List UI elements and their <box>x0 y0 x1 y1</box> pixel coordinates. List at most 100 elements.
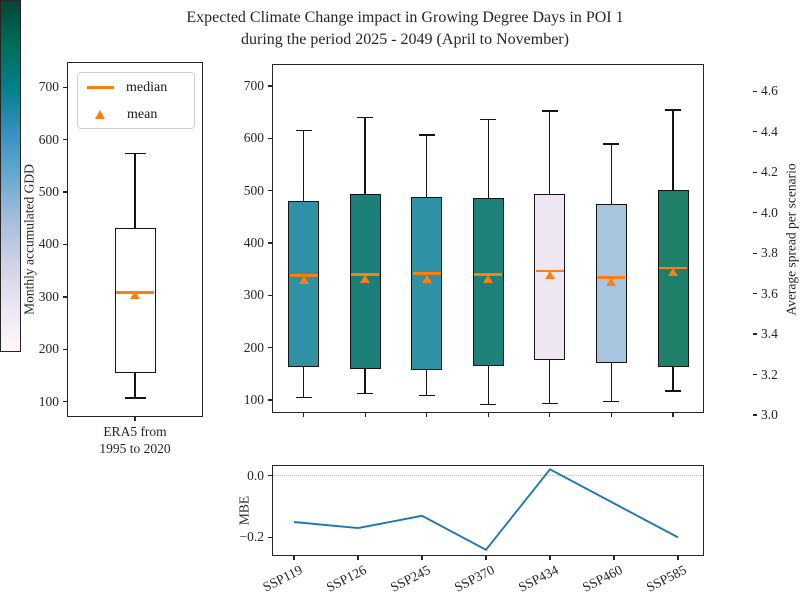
x-tick-label-ssp245: SSP245 <box>387 562 433 595</box>
y-tick <box>268 474 272 477</box>
whisker-upper <box>487 119 489 198</box>
colorbar-tick-label: 4.2 <box>761 164 778 180</box>
median-line <box>351 273 380 276</box>
colorbar-tick-label: 4.4 <box>761 123 778 139</box>
whisker-upper <box>302 130 305 202</box>
whisker-cap-lower <box>357 392 374 395</box>
whisker-lower <box>487 366 489 405</box>
colorbar-tick-label: 3.6 <box>761 285 778 301</box>
mean-marker <box>544 271 555 280</box>
x-tick <box>487 413 489 417</box>
whisker-upper <box>672 110 674 191</box>
whisker-cap-upper <box>295 129 312 132</box>
whisker-cap-upper <box>480 118 497 121</box>
x-tick-label-ssp434: SSP434 <box>515 562 561 595</box>
whisker-lower <box>426 370 428 396</box>
y-tick <box>63 243 67 246</box>
x-tick <box>421 556 423 560</box>
x-tick <box>672 413 674 417</box>
y-tick-label: −0.2 <box>239 529 265 545</box>
whisker-lower <box>364 368 366 394</box>
era5-x-tick-line1: ERA5 from <box>103 424 167 439</box>
y-tick-label: 0.0 <box>247 467 264 483</box>
colorbar-tick <box>753 171 757 173</box>
y-tick <box>268 242 272 244</box>
x-tick <box>364 413 366 417</box>
colorbar-tick <box>753 293 757 295</box>
mean-marker <box>606 278 617 287</box>
x-tick <box>549 556 551 560</box>
whisker-cap-lower <box>603 400 620 403</box>
colorbar-tick <box>753 131 757 133</box>
y-tick <box>268 190 272 192</box>
y-tick <box>268 85 272 87</box>
whisker-cap-lower <box>480 403 497 406</box>
y-tick-label: 100 <box>243 391 264 407</box>
y-tick <box>63 191 67 193</box>
y-tick-label: 300 <box>243 287 264 303</box>
whisker-cap-upper <box>357 116 374 119</box>
whisker-cap-lower <box>295 396 312 398</box>
figure-title: Expected Climate Change impact in Growin… <box>0 7 810 51</box>
y-tick <box>63 401 67 403</box>
colorbar-tick-label: 4.6 <box>761 83 778 99</box>
whisker-cap-upper <box>665 109 681 111</box>
mean-marker <box>483 274 494 283</box>
whisker-cap-lower <box>124 397 146 399</box>
y-tick <box>63 296 67 298</box>
mean-marker <box>668 268 678 277</box>
mean-marker <box>130 291 140 300</box>
x-tick-label-ssp370: SSP370 <box>451 562 497 595</box>
box-era5-from-1995-to-2020 <box>114 228 156 373</box>
y-tick-label: 200 <box>38 341 59 357</box>
era5-x-tick-label: ERA5 from 1995 to 2020 <box>57 423 213 457</box>
whisker-cap-lower <box>418 395 435 397</box>
whisker-cap-upper <box>541 110 558 112</box>
y-tick <box>268 137 272 139</box>
y-tick-label: 700 <box>243 77 264 93</box>
era5-x-tick-line2: 1995 to 2020 <box>99 441 171 456</box>
legend-row-mean: mean <box>78 102 194 127</box>
x-tick <box>302 413 305 417</box>
y-tick <box>63 139 67 141</box>
whisker-lower <box>134 372 136 399</box>
x-tick <box>134 417 136 421</box>
y-tick-label: 400 <box>38 236 59 252</box>
colorbar-tick-label: 3.2 <box>761 366 778 382</box>
colorbar-tick <box>753 373 757 376</box>
x-tick-label-ssp126: SSP126 <box>323 562 369 595</box>
whisker-upper <box>610 144 613 205</box>
box-ssp585 <box>657 190 689 367</box>
y-tick-label: 600 <box>243 130 264 146</box>
x-tick <box>485 556 487 560</box>
median-line-icon <box>87 86 114 89</box>
x-tick-label-ssp585: SSP585 <box>643 562 689 595</box>
y-tick-label: 200 <box>243 339 264 355</box>
whisker-cap-lower <box>665 390 681 392</box>
x-tick <box>357 556 359 560</box>
whisker-lower <box>302 366 305 398</box>
median-line <box>412 272 441 275</box>
x-tick <box>426 413 428 417</box>
median-line <box>659 266 687 270</box>
colorbar-tick <box>753 212 757 214</box>
median-line <box>535 269 564 273</box>
whisker-upper <box>364 117 366 194</box>
mbe-line-chart <box>293 468 679 552</box>
y-tick-label: 500 <box>243 182 264 198</box>
colorbar-tick <box>753 333 757 335</box>
colorbar-tick-label: 3.4 <box>761 326 778 342</box>
figure-title-line2: during the period 2025 - 2049 (April to … <box>241 31 569 48</box>
whisker-lower <box>549 359 551 404</box>
y-tick <box>268 536 272 539</box>
whisker-cap-upper <box>418 134 435 136</box>
colorbar-tick <box>753 414 757 416</box>
whisker-cap-upper <box>603 143 620 145</box>
median-line <box>597 276 626 279</box>
legend-row-median: median <box>78 75 194 100</box>
colorbar-gradient <box>0 0 21 352</box>
whisker-lower <box>610 363 613 402</box>
legend-mean-label: mean <box>127 106 158 122</box>
x-tick-label-ssp460: SSP460 <box>579 562 625 595</box>
whisker-upper <box>426 135 428 197</box>
